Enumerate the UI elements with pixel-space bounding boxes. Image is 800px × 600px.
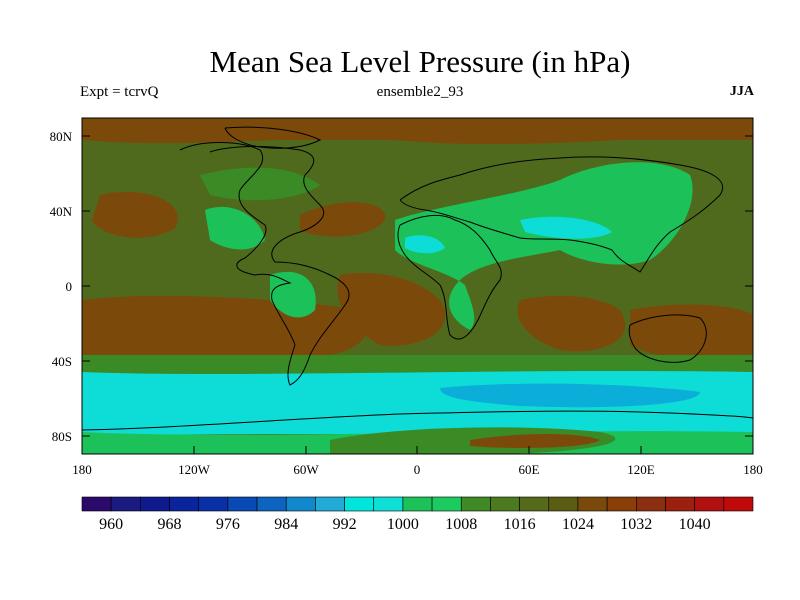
colorbar-label: 1016 bbox=[504, 516, 536, 533]
season-label: JJA bbox=[729, 84, 754, 99]
colorbar-swatch bbox=[198, 496, 229, 512]
eurasia-coast bbox=[399, 156, 723, 273]
antarctica-coast bbox=[82, 410, 753, 431]
asia-low bbox=[520, 216, 612, 239]
colorbar-label: 984 bbox=[274, 516, 298, 533]
australia-high bbox=[630, 304, 753, 367]
colorbar-swatch bbox=[490, 496, 520, 512]
experiment-label: Expt = tcrvQ bbox=[80, 84, 159, 100]
lat-label-40s: 40S bbox=[52, 354, 72, 369]
ensemble-label: ensemble2_93 bbox=[376, 84, 464, 100]
lat-label-0: 0 bbox=[66, 279, 73, 294]
north-atlantic-mid bbox=[200, 167, 320, 201]
map-title: Mean Sea Level Pressure (in hPa) bbox=[209, 44, 631, 79]
colorbar-swatch bbox=[285, 496, 316, 512]
colorbar-swatch bbox=[694, 496, 725, 512]
colorbar-swatch bbox=[548, 496, 579, 512]
colorbar-swatch bbox=[140, 496, 170, 512]
colorbar-swatch bbox=[344, 496, 375, 512]
colorbar-swatch bbox=[665, 496, 695, 512]
lat-label-80n: 80N bbox=[50, 129, 73, 144]
arctic-high-edge bbox=[82, 118, 753, 145]
lon-label-0: 0 bbox=[414, 462, 421, 477]
colorbar-swatch bbox=[256, 496, 287, 512]
lat-label-80s: 80S bbox=[52, 429, 72, 444]
deep-low-core bbox=[440, 383, 700, 408]
colorbar-swatch bbox=[81, 496, 112, 512]
greenland-coast bbox=[224, 126, 322, 149]
colorbar-label: 960 bbox=[99, 516, 123, 533]
lon-label-120w: 120W bbox=[178, 462, 211, 477]
australia-coast bbox=[628, 314, 707, 363]
colorbar-label: 1000 bbox=[387, 516, 419, 533]
colorbar-label: 976 bbox=[216, 516, 240, 533]
colorbar-swatch bbox=[169, 496, 199, 512]
indian-high-south bbox=[517, 295, 626, 352]
atlantic-high-north bbox=[300, 202, 386, 237]
pacific-high-north bbox=[92, 191, 178, 238]
africa-coast bbox=[397, 214, 502, 340]
sahara-low bbox=[405, 235, 445, 254]
lon-label-180w: 180 bbox=[72, 462, 92, 477]
lon-label-60w: 60W bbox=[293, 462, 319, 477]
colorbar-swatch bbox=[110, 496, 141, 512]
colorbar-swatch bbox=[227, 496, 258, 512]
colorbar bbox=[81, 496, 754, 512]
colorbar-label: 1024 bbox=[562, 516, 594, 533]
colorbar-label: 968 bbox=[158, 516, 182, 533]
americas-coast bbox=[179, 142, 350, 386]
antarctic-high bbox=[470, 434, 600, 448]
colorbar-swatch bbox=[606, 496, 637, 512]
colorbar-swatch bbox=[723, 496, 754, 512]
colorbar-label: 1040 bbox=[679, 516, 711, 533]
coastlines bbox=[82, 126, 753, 431]
lon-label-180e: 180 bbox=[743, 462, 763, 477]
pressure-field bbox=[82, 118, 753, 454]
colorbar-swatch bbox=[402, 496, 433, 512]
colorbar-label: 1032 bbox=[620, 516, 652, 533]
colorbar-labels: 960 968 976 984 992 1000 1008 1016 1024 1032 1040 bbox=[99, 516, 710, 533]
colorbar-label: 1008 bbox=[445, 516, 477, 533]
lon-label-120e: 120E bbox=[627, 462, 655, 477]
atlantic-high-south bbox=[337, 272, 446, 346]
colorbar-swatch bbox=[460, 496, 491, 512]
colorbar-swatch bbox=[577, 496, 608, 512]
axis-ticks bbox=[82, 135, 753, 454]
lat-label-40n: 40N bbox=[50, 204, 73, 219]
eurasia-africa-low bbox=[395, 162, 693, 330]
north-america-low bbox=[205, 206, 265, 250]
colorbar-swatch bbox=[636, 496, 666, 512]
colorbar-swatch bbox=[519, 496, 550, 512]
amazon-low bbox=[270, 271, 316, 318]
colorbar-label: 992 bbox=[333, 516, 357, 533]
lon-label-60e: 60E bbox=[519, 462, 540, 477]
colorbar-swatch bbox=[373, 496, 404, 512]
colorbar-swatch bbox=[315, 496, 345, 512]
colorbar-swatch bbox=[431, 496, 462, 512]
